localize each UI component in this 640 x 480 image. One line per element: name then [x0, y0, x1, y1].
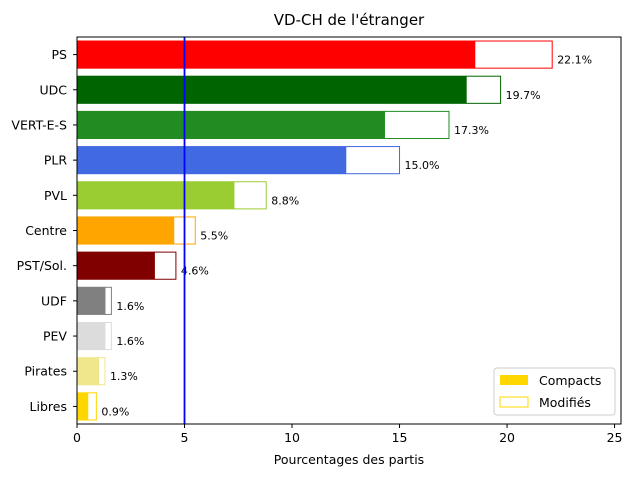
y-tick-label-pvl: PVL — [44, 188, 67, 203]
bar-compacts-libres — [77, 392, 88, 421]
data-label-centre: 5.5% — [200, 230, 228, 243]
legend: Compacts Modifiés — [493, 367, 616, 416]
bar-modifies-plr — [345, 146, 401, 175]
y-tick-labels: PS UDC VERT-E-S PLR PVL Centre PST/Sol. UDF PEV P… — [11, 47, 77, 414]
x-tick-label-0: 0 — [73, 430, 81, 445]
bar-compacts-ps — [77, 40, 475, 69]
y-tick-label-plr: PLR — [44, 153, 68, 168]
x-tick-label-25: 25 — [607, 430, 623, 445]
legend-swatch-modifies — [499, 396, 529, 408]
bar-modifies-pirates — [98, 357, 106, 386]
bar-compacts-udc — [77, 75, 467, 104]
data-label-libres: 0.9% — [101, 405, 129, 418]
chart-title: VD-CH de l'étranger — [274, 11, 425, 29]
x-tick-label-10: 10 — [284, 430, 300, 445]
bar-compacts-plr — [77, 146, 346, 175]
y-tick-label-udc: UDC — [39, 82, 67, 97]
data-label-udf: 1.6% — [116, 300, 144, 313]
y-tick-label-pirates: Pirates — [24, 364, 67, 379]
y-tick-label-pst-sol: PST/Sol. — [17, 258, 67, 273]
x-tick-label-20: 20 — [499, 430, 515, 445]
x-axis-label: Pourcentages des partis — [274, 452, 424, 467]
data-label-vert-e-s: 17.3% — [454, 124, 489, 137]
bar-modifies-udf — [104, 286, 112, 315]
legend-swatch-compacts — [500, 375, 528, 385]
bar-compacts-pvl — [77, 181, 234, 210]
bar-compacts-udf — [77, 286, 105, 315]
bars-group — [77, 40, 553, 421]
bar-compacts-vert-e-s — [77, 110, 385, 140]
y-tick-label-udf: UDF — [41, 293, 67, 308]
plot-frame — [76, 36, 622, 425]
bar-compacts-centre — [77, 216, 174, 245]
x-ticks: 0 5 10 15 20 25 — [73, 424, 623, 445]
data-label-pirates: 1.3% — [110, 370, 138, 383]
data-label-udc: 19.7% — [506, 89, 541, 102]
data-label-pst-sol: 4.6% — [181, 265, 209, 278]
bar-modifies-pst-sol — [153, 251, 177, 280]
data-label-plr: 15.0% — [405, 159, 440, 172]
data-label-ps: 22.1% — [557, 54, 592, 67]
bar-modifies-pev — [104, 321, 112, 351]
bar-compacts-pirates — [77, 357, 99, 386]
bar-modifies-pvl — [233, 181, 267, 210]
y-tick-label-vert-e-s: VERT-E-S — [11, 117, 67, 132]
data-label-pvl: 8.8% — [271, 194, 299, 207]
data-label-pev: 1.6% — [116, 335, 144, 348]
x-tick-label-5: 5 — [181, 430, 189, 445]
legend-label-modifies: Modifiés — [539, 395, 591, 410]
y-tick-label-ps: PS — [52, 47, 68, 62]
bar-modifies-libres — [87, 392, 97, 421]
bar-modifies-udc — [465, 75, 502, 104]
bar-modifies-ps — [474, 40, 553, 69]
bar-compacts-pev — [77, 321, 105, 351]
y-tick-label-pev: PEV — [43, 329, 67, 344]
y-tick-label-centre: Centre — [25, 223, 67, 238]
bar-compacts-pst-sol — [77, 251, 155, 280]
x-tick-label-15: 15 — [392, 430, 408, 445]
data-labels: 22.1% 19.7% 17.3% 15.0% 8.8% 5.5% 4.6% 1.6% 1.6%… — [101, 54, 592, 419]
y-tick-label-libres: Libres — [30, 399, 67, 414]
legend-label-compacts: Compacts — [539, 373, 601, 388]
bar-modifies-vert-e-s — [383, 110, 450, 140]
